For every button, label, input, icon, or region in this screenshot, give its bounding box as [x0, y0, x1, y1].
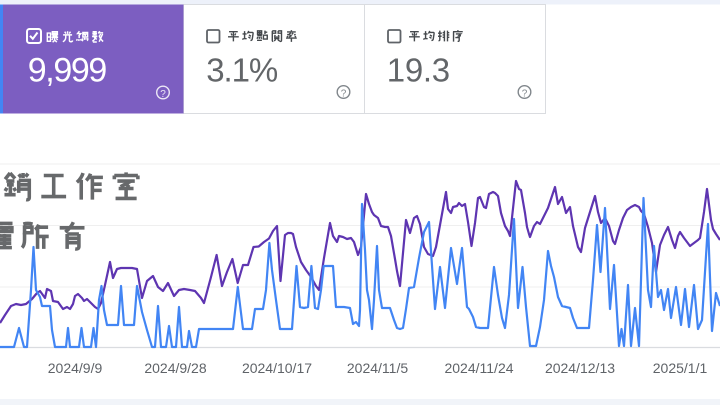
svg-text:3.1%: 3.1%: [206, 52, 278, 89]
svg-text:2024/9/9: 2024/9/9: [48, 360, 103, 376]
svg-text:2024/11/5: 2024/11/5: [347, 360, 408, 376]
svg-text:9,999: 9,999: [28, 52, 107, 90]
svg-text:2024/12/13: 2024/12/13: [545, 360, 615, 376]
svg-text:?: ?: [160, 89, 166, 100]
svg-text:2024/9/28: 2024/9/28: [144, 360, 206, 376]
svg-text:?: ?: [522, 89, 528, 100]
svg-text:?: ?: [341, 89, 347, 100]
svg-text:19.3: 19.3: [387, 52, 450, 89]
svg-text:2024/11/24: 2024/11/24: [444, 360, 513, 376]
svg-text:2024/10/17: 2024/10/17: [242, 360, 312, 376]
svg-text:2025/1/1: 2025/1/1: [653, 360, 708, 376]
